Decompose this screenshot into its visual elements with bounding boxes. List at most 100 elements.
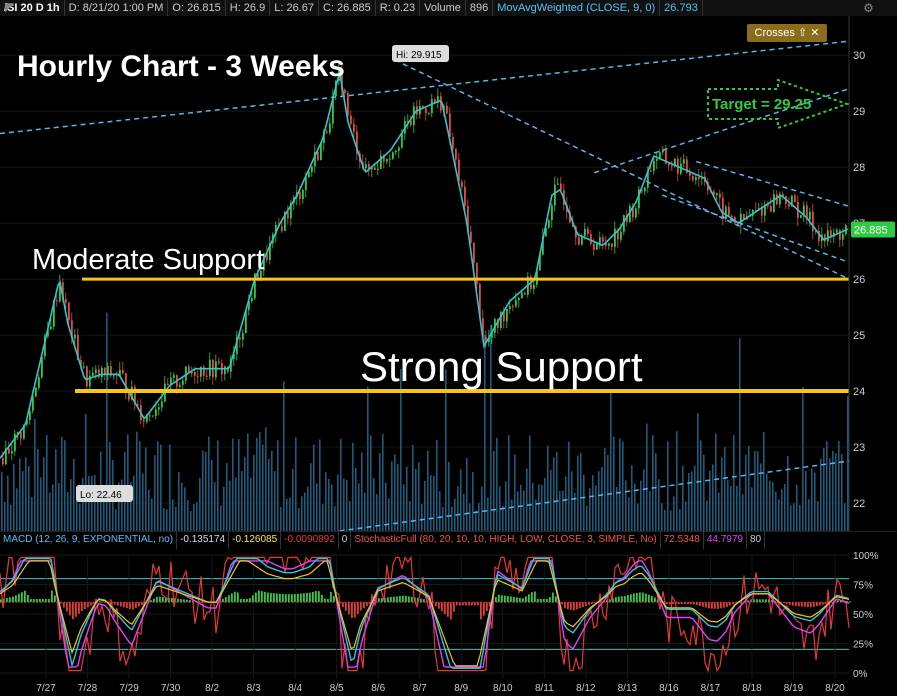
macd-histogram-bar [594, 602, 596, 604]
settings-icon[interactable]: ⚙ [863, 1, 874, 15]
candle-body [314, 151, 316, 167]
candle-body [68, 302, 70, 321]
candle-body [281, 226, 283, 231]
macd-histogram-bar [792, 602, 794, 606]
date-tick-label: 7/30 [161, 683, 181, 694]
candle-body [770, 205, 772, 212]
volume-bar [646, 423, 648, 531]
volume-bar [430, 475, 432, 531]
candle-body [515, 300, 517, 307]
volume-bar [604, 448, 606, 531]
volume-bar [547, 445, 549, 531]
macd-histogram-bar [642, 592, 644, 603]
candle-body [611, 243, 613, 247]
volume-bar [25, 457, 27, 531]
candle-body [581, 236, 583, 245]
candle-body [779, 193, 781, 205]
volume-bar [781, 488, 783, 531]
candle-body [107, 365, 109, 374]
macd-histogram-bar [6, 597, 8, 603]
candle-body [719, 193, 721, 198]
volume-bar [406, 466, 408, 531]
date-tick-label: 8/12 [576, 683, 596, 694]
candle-body [500, 311, 502, 329]
candle-body [311, 166, 313, 172]
macd-histogram-bar [135, 602, 137, 609]
volume-bar [94, 474, 96, 531]
macd-histogram-bar [231, 593, 233, 603]
volume-bar [730, 486, 732, 531]
osc-tick-label: 25% [853, 640, 873, 651]
candle-body [128, 392, 130, 400]
macd-histogram-bar [480, 602, 482, 620]
macd-histogram-bar [237, 592, 239, 603]
target-label: Target = 29.25 [712, 96, 811, 113]
volume-bar [373, 478, 375, 531]
macd-histogram-bar [483, 602, 485, 616]
candle-body [131, 386, 133, 400]
volume-bar [610, 392, 612, 531]
volume-bar [40, 477, 42, 531]
crosses-button[interactable]: Crosses ⇧ ✕ [747, 24, 827, 42]
macd-histogram-bar [588, 602, 590, 605]
volume-bar [685, 501, 687, 531]
volume-bar [358, 483, 360, 531]
volume-bar [736, 485, 738, 531]
candle-body [380, 155, 382, 169]
macd-histogram-bar [669, 602, 671, 605]
volume-bar [448, 461, 450, 531]
volume-bar [208, 436, 210, 531]
volume-bar [70, 478, 72, 531]
volume-bar [118, 482, 120, 531]
volume-bar [139, 441, 141, 531]
volume-bar [259, 431, 261, 531]
date-tick-label: 8/5 [330, 683, 344, 694]
volume-bar [37, 448, 39, 531]
volume-bar [346, 479, 348, 531]
osc-tick-label: 100% [853, 551, 879, 562]
stochastic-label[interactable]: StochasticFull (80, 20, 10, 10, HIGH, LO… [351, 531, 661, 549]
volume-bar [829, 458, 831, 531]
candle-body [788, 203, 790, 207]
candle-body [692, 175, 694, 180]
high-label: H: 26.9 [226, 0, 271, 16]
macd-histogram-bar [60, 602, 62, 604]
macd-histogram-bar [540, 599, 542, 603]
volume-bar [232, 438, 234, 531]
symbol-label[interactable]: /SI 20 D 1h [0, 0, 65, 16]
volume-bar [790, 505, 792, 531]
volume-label[interactable]: Volume [420, 0, 466, 16]
candle-body [86, 366, 88, 387]
candle-body [407, 121, 409, 123]
osc-tick-label: 0% [853, 669, 868, 680]
volume-bar [247, 433, 249, 531]
macd-histogram-bar [411, 596, 413, 603]
date-tick-label: 7/29 [119, 683, 139, 694]
volume-bar [457, 486, 459, 531]
candle-body [506, 308, 508, 322]
candle-body [578, 237, 580, 245]
volume-bar [808, 499, 810, 531]
macd-histogram-bar [24, 590, 26, 603]
volume-bar [271, 450, 273, 531]
macd-histogram-bar [405, 595, 407, 603]
volume-bar [601, 467, 603, 531]
candle-body [518, 298, 520, 301]
volume-bar [196, 502, 198, 531]
candle-body [545, 227, 547, 237]
volume-bar [817, 501, 819, 531]
date-tick-label: 8/20 [825, 683, 845, 694]
macd-histogram-bar [252, 595, 254, 603]
macd-histogram-bar [813, 602, 815, 607]
macd-histogram-bar [699, 602, 701, 606]
candle-body [365, 164, 367, 169]
volume-bar [265, 427, 267, 531]
date-label: D: 8/21/20 1:00 PM [65, 0, 169, 16]
macd-histogram-bar [759, 599, 761, 603]
study-label[interactable]: MovAvgWeighted (CLOSE, 9, 0) [493, 0, 661, 16]
macd-label[interactable]: MACD (12, 26, 9, EXPONENTIAL, no) [0, 531, 178, 549]
chevron-icon[interactable]: ◤ [4, 0, 15, 14]
candle-body [473, 242, 475, 263]
volume-bar [613, 436, 615, 531]
volume-bar [193, 504, 195, 531]
